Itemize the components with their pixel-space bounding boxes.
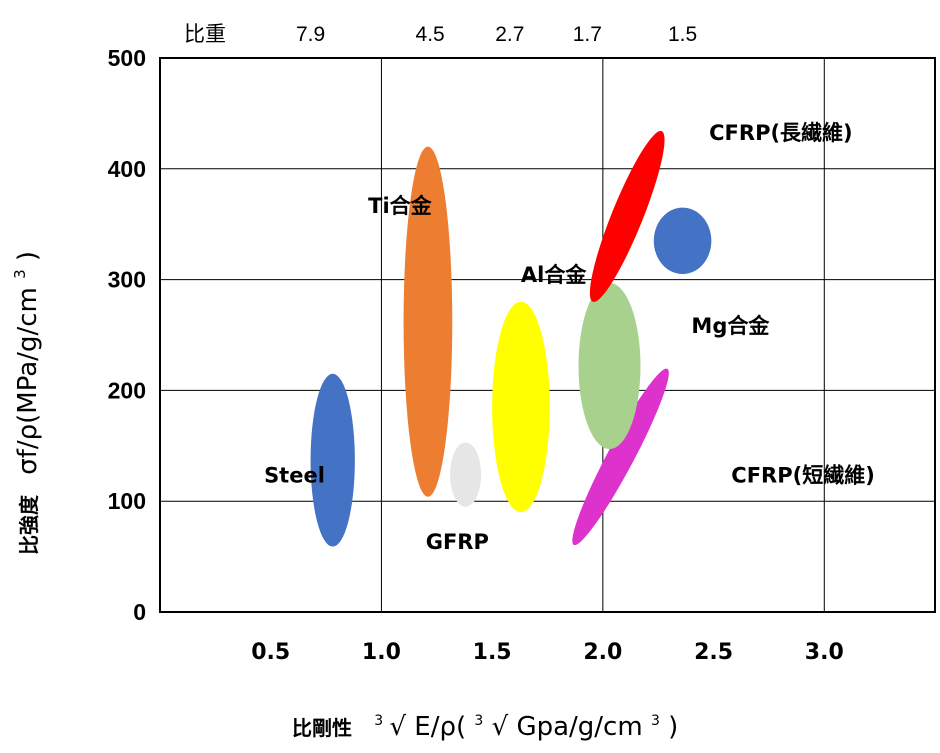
y-tick-label: 300	[108, 267, 146, 293]
x-axis-title-superscript: 3	[651, 713, 660, 729]
density-tick-label: 1.7	[573, 23, 602, 46]
density-axis-label: 比重	[184, 23, 226, 46]
x-axis-title-root: √	[389, 712, 406, 742]
y-axis-title-suffix: )	[13, 251, 43, 261]
density-tick-labels: 7.9 4.5 2.7 1.7 1.5	[296, 23, 697, 46]
region-cfrp	[589, 130, 665, 302]
y-tick-label: 100	[108, 488, 146, 514]
region-label-al: Al合金	[521, 263, 587, 287]
region-label-mg: Mg合金	[691, 314, 770, 338]
x-axis-title-root-2: √	[492, 712, 509, 742]
region-marker	[653, 207, 712, 275]
y-tick-label: 400	[108, 156, 146, 182]
region-al	[492, 301, 550, 513]
region-label-cfrp: CFRP(長繊維)	[709, 121, 853, 145]
material-regions	[310, 130, 712, 547]
region-label-ti: Ti合金	[368, 194, 433, 218]
region-label-cfrp: CFRP(短繊維)	[731, 463, 875, 487]
x-tick-labels: 0.5 1.0 1.5 2.0 2.5 3.0	[251, 640, 844, 665]
x-tick-label: 0.5	[251, 640, 290, 665]
region-steel	[310, 373, 355, 547]
y-tick-label: 200	[108, 377, 146, 403]
x-tick-label: 2.0	[583, 640, 622, 665]
y-tick-label: 0	[133, 599, 146, 625]
x-axis-title-root-index: 3	[374, 713, 383, 729]
x-axis-title-unit: Gpa/g/cm	[516, 712, 642, 742]
x-axis-title-prefix: 比剛性	[292, 716, 352, 740]
region-labels: Steel Ti合金 GFRP Al合金 CFRP(短繊維) Mg合金 CFRP(長繊維)	[264, 121, 875, 554]
y-axis-title-prefix: 比強度	[17, 494, 41, 555]
density-tick-label: 1.5	[668, 23, 697, 46]
x-axis-title-root-index-2: 3	[474, 713, 483, 729]
region-label-steel: Steel	[264, 463, 325, 487]
y-tick-labels: 0 100 200 300 400 500	[108, 45, 146, 625]
x-tick-label: 1.0	[362, 640, 401, 665]
y-tick-label: 500	[108, 45, 146, 71]
x-axis-title-formula: E/ρ(	[414, 712, 466, 742]
region-ti	[403, 146, 453, 497]
region-label-gfrp: GFRP	[426, 530, 489, 554]
density-tick-label: 4.5	[416, 23, 445, 46]
density-tick-label: 2.7	[495, 23, 524, 46]
region-gfrp	[450, 442, 482, 507]
region-cfrp	[572, 368, 669, 546]
y-axis-title-superscript: 3	[11, 269, 29, 279]
density-tick-label: 7.9	[296, 23, 325, 46]
x-axis-title: 比剛性 3 √ E/ρ( 3 √ Gpa/g/cm 3 )	[292, 702, 678, 742]
region-mg	[578, 282, 641, 450]
y-axis-title-formula: σf/ρ(MPa/g/cm	[13, 287, 43, 475]
x-tick-label: 2.5	[694, 640, 733, 665]
x-tick-label: 1.5	[473, 640, 512, 665]
plot-frame	[159, 57, 936, 613]
x-axis-title-suffix: )	[668, 712, 678, 742]
y-axis-title: 比強度 σf/ρ(MPa/g/cm 3 )	[2, 251, 43, 555]
x-tick-label: 3.0	[805, 640, 844, 665]
